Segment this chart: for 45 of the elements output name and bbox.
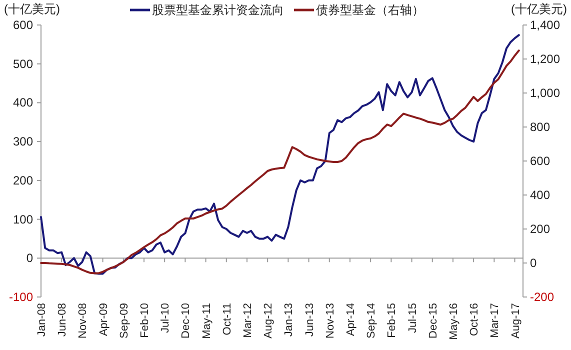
x-tick-label: Nov-08 [77, 303, 90, 338]
y2-tick-label: 600 [530, 154, 550, 168]
y-tick-label: 400 [12, 96, 34, 110]
x-tick-label: Dec-10 [180, 303, 192, 338]
x-tick-label: Jul-10 [160, 303, 172, 333]
x-tick-label: Oct-11 [221, 303, 234, 336]
y2-tick-label: 1,200 [530, 52, 560, 66]
y-tick-label: 300 [12, 134, 34, 149]
y2-tick-label: 1,400 [530, 18, 560, 32]
y-axis-title: (十亿美元) [4, 2, 60, 16]
x-tick-label: Jul-15 [406, 303, 419, 333]
x-tick-label: Nov-13 [324, 303, 336, 338]
y-tick-label: -100 [8, 290, 34, 304]
y2-tick-label: 800 [530, 120, 550, 134]
y2-tick-label: 0 [530, 256, 537, 270]
x-tick-label: Dec-15 [427, 303, 440, 338]
y2-tick-label: -200 [530, 290, 554, 304]
x-tick-label: Mar-17 [489, 303, 502, 338]
x-tick-label: May-16 [448, 303, 460, 340]
x-tick-label: Jan-08 [36, 303, 48, 337]
legend-label: 债券型基金（右轴） [316, 3, 424, 17]
x-tick-label: Aug-17 [510, 303, 522, 338]
x-tick-label: May-11 [200, 303, 213, 339]
y2-tick-label: 400 [530, 188, 550, 202]
x-tick-label: Sep-14 [366, 303, 378, 338]
y-tick-label: 500 [12, 56, 34, 71]
y2-tick-label: 200 [530, 222, 550, 236]
x-tick-label: Aug-12 [262, 303, 275, 338]
x-tick-label: Jun-08 [56, 303, 69, 337]
x-tick-label: Apr-14 [344, 303, 357, 336]
y-tick-label: 200 [12, 173, 34, 188]
x-tick-label: Apr-09 [98, 303, 110, 336]
x-tick-label: Feb-15 [386, 303, 398, 338]
y-tick-label: 600 [12, 18, 34, 32]
x-tick-label: Jun-13 [304, 303, 316, 337]
legend-label: 股票型基金累计资金流向 [152, 3, 284, 17]
x-tick-label: Jan-13 [283, 303, 296, 337]
x-tick-label: Mar-12 [242, 303, 254, 338]
y2-axis-title: (十亿美元) [511, 2, 567, 16]
y2-tick-label: 1,000 [530, 86, 560, 100]
y-tick-label: 0 [26, 251, 34, 266]
x-tick-label: Sep-09 [118, 303, 130, 338]
y-tick-label: 100 [12, 212, 34, 226]
x-tick-label: Oct-16 [468, 303, 481, 336]
x-tick-label: Feb-10 [138, 303, 151, 338]
